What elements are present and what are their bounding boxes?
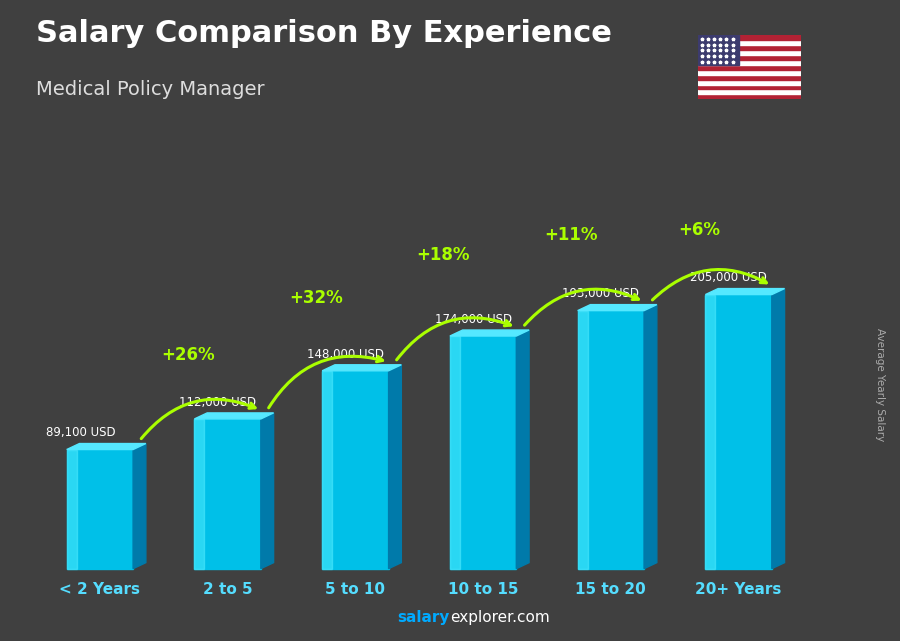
Polygon shape [772, 288, 785, 569]
Text: 193,000 USD: 193,000 USD [562, 288, 639, 301]
Text: Salary Comparison By Experience: Salary Comparison By Experience [36, 19, 612, 48]
Bar [698, 60, 801, 65]
Polygon shape [67, 449, 133, 569]
Bar [698, 65, 801, 70]
Polygon shape [578, 304, 657, 311]
Text: +26%: +26% [161, 345, 215, 363]
Text: 2 to 5: 2 to 5 [202, 583, 252, 597]
Polygon shape [389, 365, 401, 569]
Bar [698, 94, 801, 99]
Bar [698, 35, 801, 40]
Text: Medical Policy Manager: Medical Policy Manager [36, 80, 265, 99]
Polygon shape [578, 311, 588, 569]
Polygon shape [644, 304, 657, 569]
Polygon shape [450, 330, 529, 336]
Polygon shape [67, 444, 146, 449]
Polygon shape [706, 295, 716, 569]
Bar [698, 50, 801, 55]
Bar [698, 55, 801, 60]
Polygon shape [194, 419, 204, 569]
Polygon shape [578, 311, 644, 569]
Polygon shape [322, 370, 389, 569]
Polygon shape [67, 449, 76, 569]
Polygon shape [450, 336, 460, 569]
Text: salary: salary [398, 610, 450, 625]
Text: +6%: +6% [678, 221, 720, 239]
Text: 174,000 USD: 174,000 USD [435, 313, 512, 326]
Text: +18%: +18% [417, 246, 470, 264]
Bar [698, 40, 801, 45]
Bar [698, 90, 801, 94]
Polygon shape [706, 295, 772, 569]
Polygon shape [450, 336, 517, 569]
Text: +32%: +32% [289, 289, 343, 307]
Text: +11%: +11% [544, 226, 598, 244]
Text: 15 to 20: 15 to 20 [575, 583, 646, 597]
Polygon shape [517, 330, 529, 569]
Bar [698, 75, 801, 79]
Bar [698, 85, 801, 90]
Polygon shape [322, 370, 332, 569]
Text: Average Yearly Salary: Average Yearly Salary [875, 328, 886, 441]
Text: < 2 Years: < 2 Years [59, 583, 140, 597]
Text: 205,000 USD: 205,000 USD [690, 271, 767, 285]
Text: 20+ Years: 20+ Years [696, 583, 782, 597]
Polygon shape [194, 419, 261, 569]
Text: 148,000 USD: 148,000 USD [307, 347, 383, 361]
Text: 89,100 USD: 89,100 USD [46, 426, 116, 440]
Text: 10 to 15: 10 to 15 [448, 583, 518, 597]
Bar [698, 45, 801, 50]
Bar [698, 70, 801, 75]
Polygon shape [322, 365, 401, 370]
Polygon shape [133, 444, 146, 569]
Bar [698, 79, 801, 85]
Polygon shape [261, 413, 274, 569]
Polygon shape [706, 288, 785, 295]
Text: explorer.com: explorer.com [450, 610, 550, 625]
Text: 112,000 USD: 112,000 USD [179, 395, 256, 409]
Polygon shape [194, 413, 274, 419]
Bar [698, 35, 739, 65]
Text: 5 to 10: 5 to 10 [326, 583, 385, 597]
